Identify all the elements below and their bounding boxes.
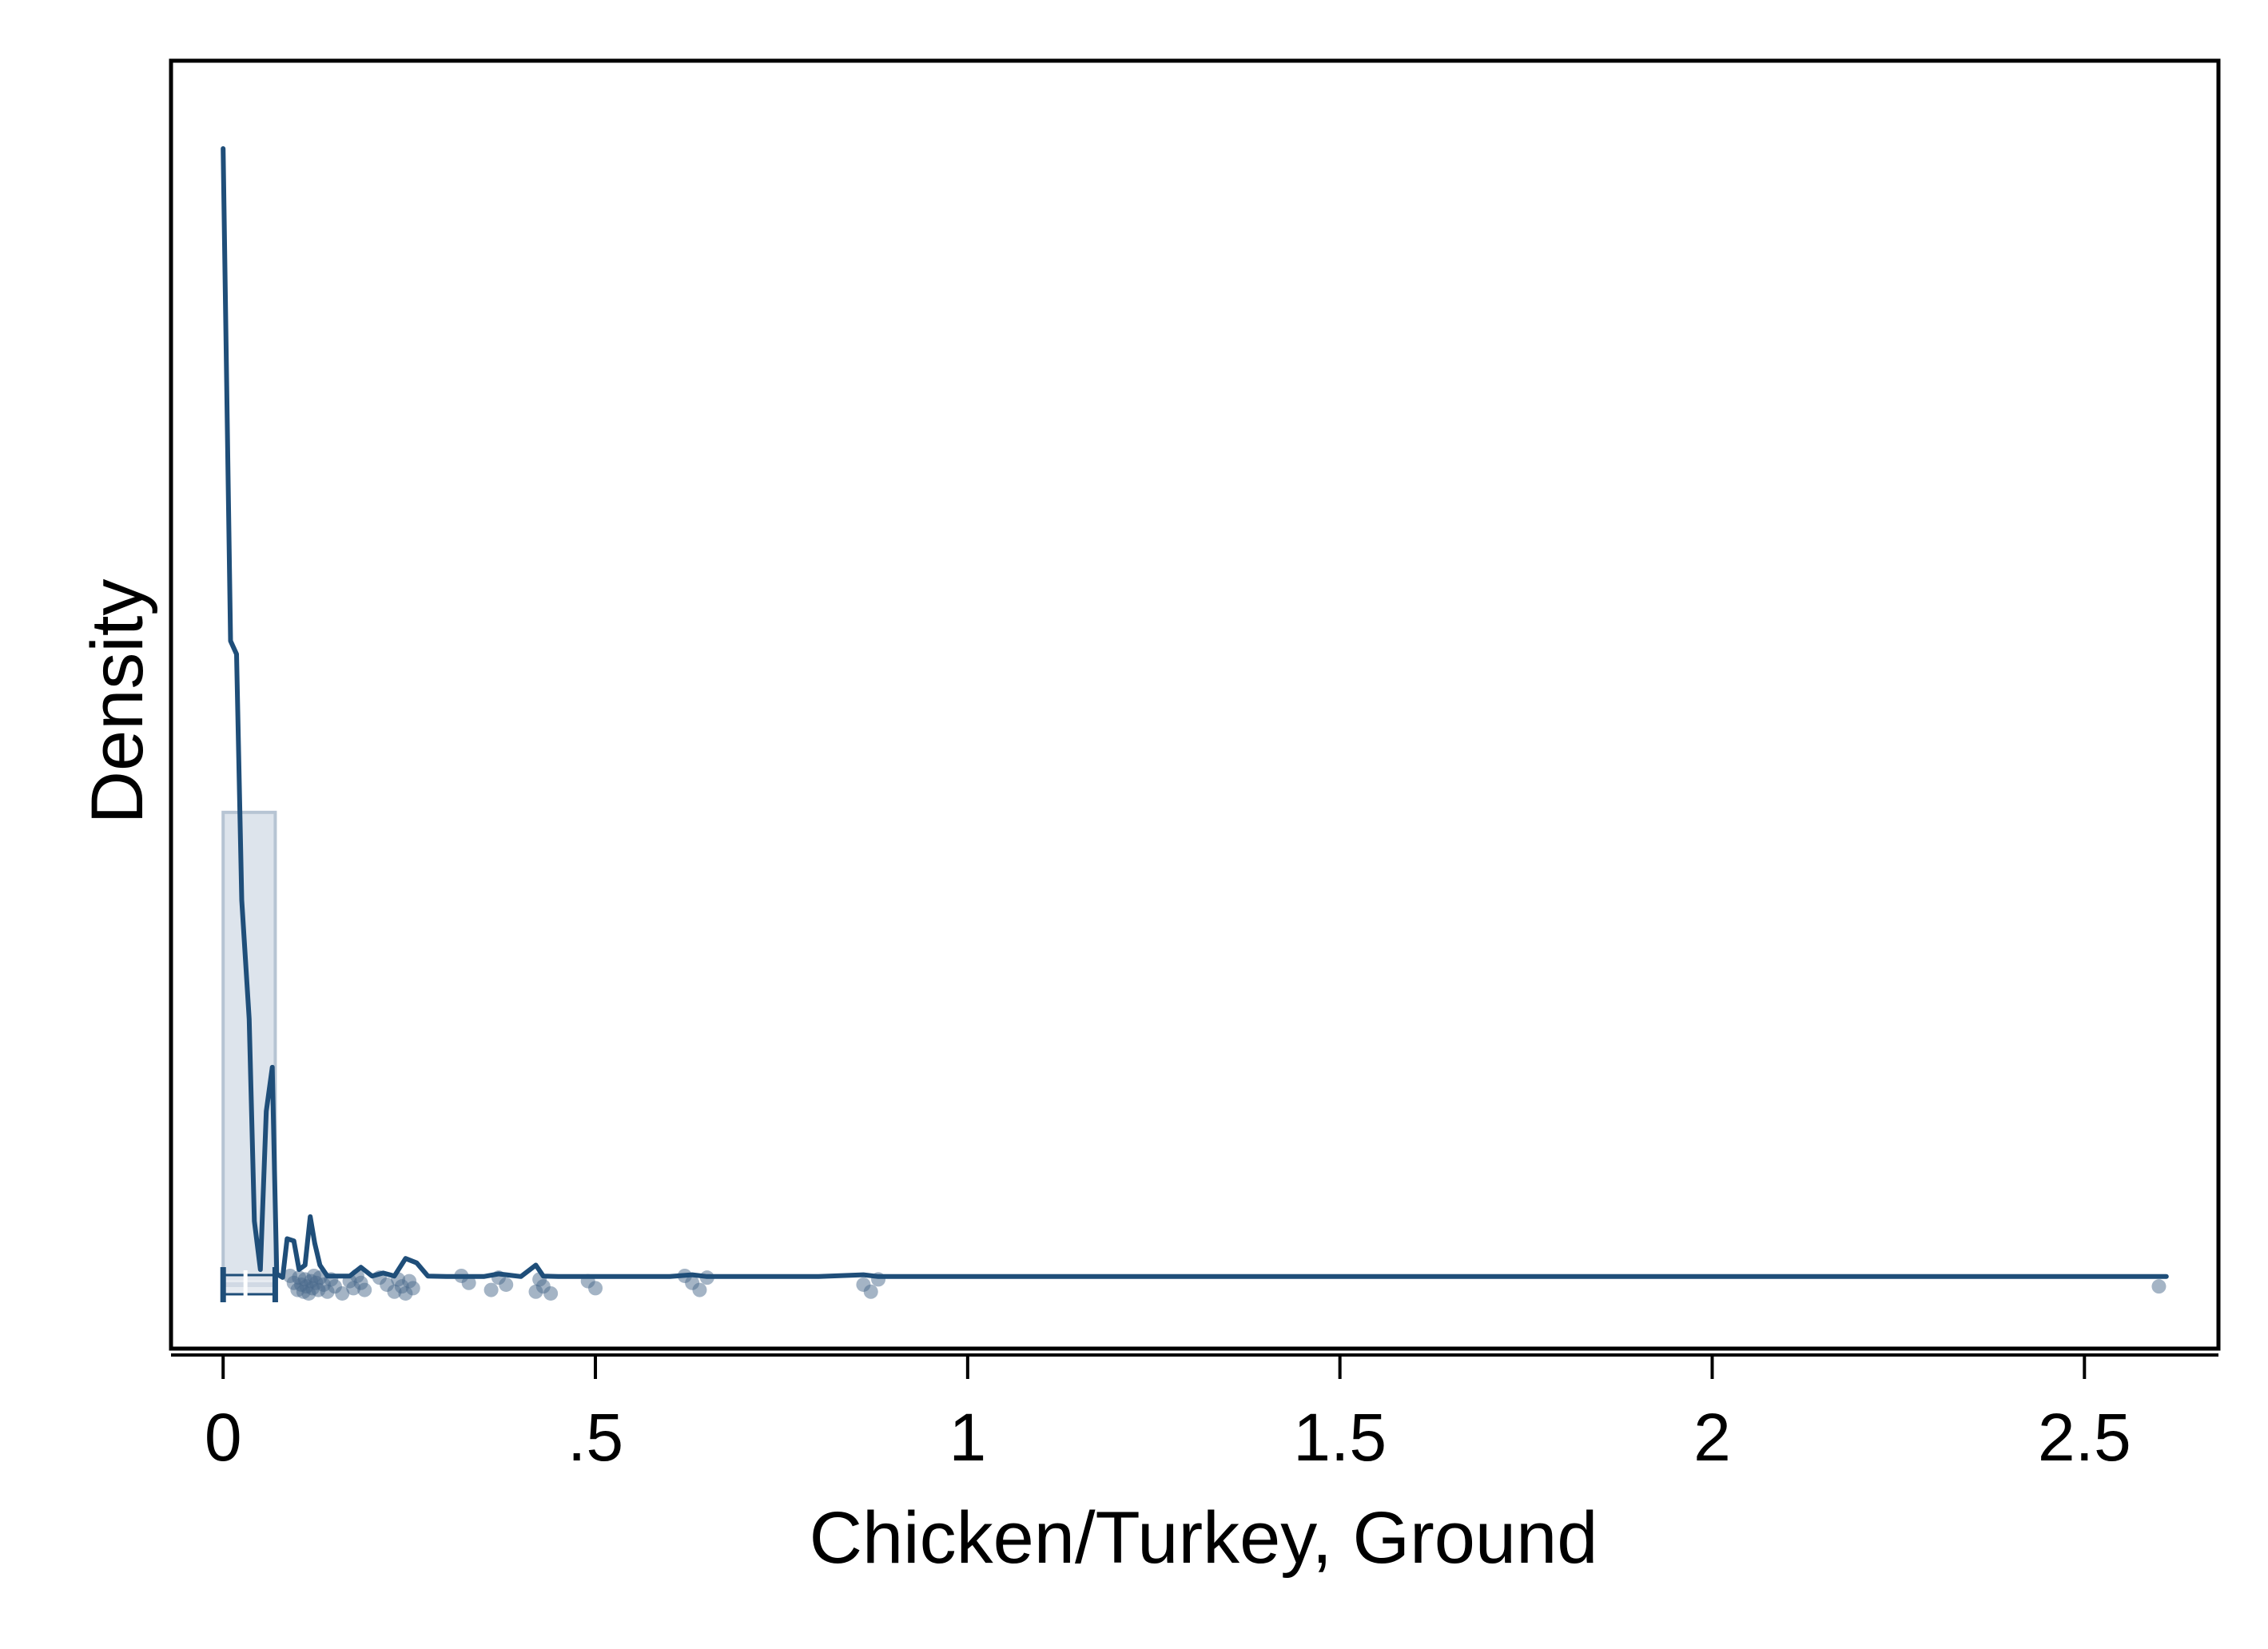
y-axis-title: Density [77, 579, 158, 824]
data-point-49 [863, 1284, 878, 1299]
x-tick-label-5: 2.5 [2038, 1400, 2131, 1475]
x-axis-title: Chicken/Turkey, Ground [810, 1497, 1598, 1579]
data-point-32 [405, 1281, 420, 1296]
data-point-51 [2151, 1279, 2167, 1294]
data-point-37 [499, 1277, 514, 1292]
data-point-34 [461, 1275, 476, 1290]
box-plot-layer [220, 1266, 278, 1302]
plot-frame [169, 58, 2221, 1351]
x-tick-label-3: 1.5 [1293, 1400, 1387, 1475]
data-point-46 [692, 1282, 707, 1297]
x-tick-label-2: 1 [949, 1400, 986, 1475]
x-axis: 0 .5 1 1.5 2 2.5 [171, 1353, 2218, 1475]
data-point-43 [588, 1281, 603, 1296]
x-tick-label-4: 2 [1693, 1400, 1731, 1475]
data-point-24 [357, 1282, 372, 1297]
data-point-41 [543, 1285, 559, 1301]
x-tick-label-0: 0 [205, 1400, 242, 1475]
data-point-35 [483, 1282, 499, 1297]
density-curve [221, 146, 2169, 1280]
x-tick-label-1: .5 [567, 1400, 623, 1475]
density-curve-layer [221, 146, 2169, 1280]
box-iqr [221, 1274, 277, 1296]
data-point-19 [335, 1285, 350, 1301]
